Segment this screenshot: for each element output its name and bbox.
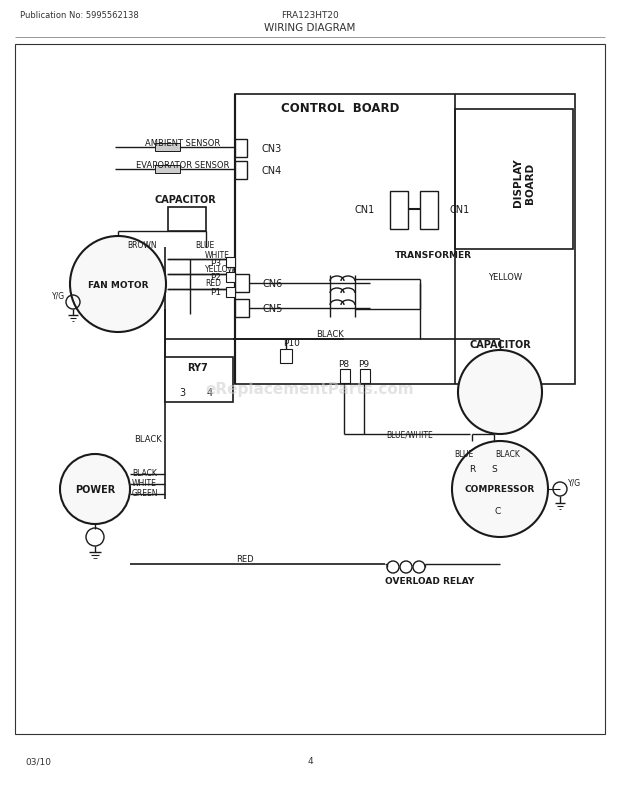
Text: P1: P1 [210, 288, 221, 297]
Text: CN1: CN1 [355, 205, 375, 215]
Text: OVERLOAD RELAY: OVERLOAD RELAY [386, 577, 475, 585]
Text: CN5: CN5 [263, 304, 283, 314]
Bar [235, 300, 249, 318]
Text: 4: 4 [307, 756, 313, 766]
Text: CN6: CN6 [263, 278, 283, 289]
Bar [280, 350, 292, 363]
Text: P2: P2 [210, 273, 221, 282]
Circle shape [70, 237, 166, 333]
Text: BROWN: BROWN [127, 241, 157, 249]
Text: POWER: POWER [75, 484, 115, 494]
Bar [360, 370, 370, 383]
Circle shape [458, 350, 542, 435]
Text: DISPLAY
BOARD: DISPLAY BOARD [513, 159, 535, 207]
Bar [155, 166, 180, 174]
Bar [15, 45, 605, 734]
Bar [455, 110, 573, 249]
Text: Y/G: Y/G [568, 478, 581, 487]
Text: CN3: CN3 [262, 144, 282, 154]
Circle shape [60, 455, 130, 525]
Text: CAPACITOR: CAPACITOR [469, 339, 531, 350]
Text: P8: P8 [339, 360, 350, 369]
Text: AMBIENT SENSOR: AMBIENT SENSOR [145, 138, 221, 148]
Bar [390, 192, 408, 229]
Text: 4: 4 [207, 387, 213, 398]
Text: Y/G: Y/G [52, 291, 65, 300]
Bar [420, 192, 438, 229]
Text: FAN MOTOR: FAN MOTOR [88, 280, 148, 290]
Text: COMPRESSOR: COMPRESSOR [465, 485, 535, 494]
Bar [165, 358, 233, 403]
Text: RED: RED [236, 555, 254, 564]
Text: BLACK: BLACK [132, 469, 157, 478]
Bar [340, 370, 350, 383]
Text: CONTROL  BOARD: CONTROL BOARD [281, 101, 399, 115]
Bar [235, 140, 247, 158]
Text: 03/10: 03/10 [25, 756, 51, 766]
Circle shape [452, 441, 548, 537]
Text: FRA123HT20: FRA123HT20 [281, 10, 339, 19]
Text: EVAPORATOR SENSOR: EVAPORATOR SENSOR [136, 160, 229, 169]
Text: BLUE: BLUE [454, 450, 474, 459]
Text: BLACK: BLACK [495, 450, 520, 459]
Text: P9: P9 [358, 360, 370, 369]
Text: RED: RED [205, 278, 221, 287]
Bar [226, 257, 235, 268]
Text: CN1: CN1 [450, 205, 470, 215]
Text: eReplacementParts.com: eReplacementParts.com [206, 382, 414, 397]
Text: CN4: CN4 [262, 166, 282, 176]
Bar [235, 95, 575, 384]
Text: WIRING DIAGRAM: WIRING DIAGRAM [264, 23, 356, 33]
Text: 3: 3 [179, 387, 185, 398]
Text: C: C [495, 507, 501, 516]
Text: YELLOW: YELLOW [488, 273, 522, 282]
Text: YELLOW: YELLOW [205, 265, 236, 274]
Bar [155, 144, 180, 152]
Bar [168, 208, 206, 232]
Bar [235, 162, 247, 180]
Text: P3: P3 [210, 258, 221, 267]
Text: GREEN: GREEN [132, 489, 159, 498]
Bar [235, 274, 249, 293]
Text: P10: P10 [283, 339, 300, 348]
Text: Publication No: 5995562138: Publication No: 5995562138 [20, 10, 139, 19]
Text: BLUE/WHITE: BLUE/WHITE [387, 430, 433, 439]
Text: S: S [491, 465, 497, 474]
Bar [226, 273, 235, 282]
Text: WHITE: WHITE [132, 479, 157, 488]
Text: CAPACITOR: CAPACITOR [154, 195, 216, 205]
Text: R: R [469, 465, 475, 474]
Text: TRANSFORMER: TRANSFORMER [395, 250, 472, 259]
Text: BLACK: BLACK [316, 330, 344, 339]
Text: BLACK: BLACK [134, 435, 162, 444]
Text: WHITE: WHITE [205, 251, 230, 260]
Text: BLUE: BLUE [195, 241, 215, 250]
Bar [226, 288, 235, 298]
Text: RY7: RY7 [188, 363, 208, 373]
